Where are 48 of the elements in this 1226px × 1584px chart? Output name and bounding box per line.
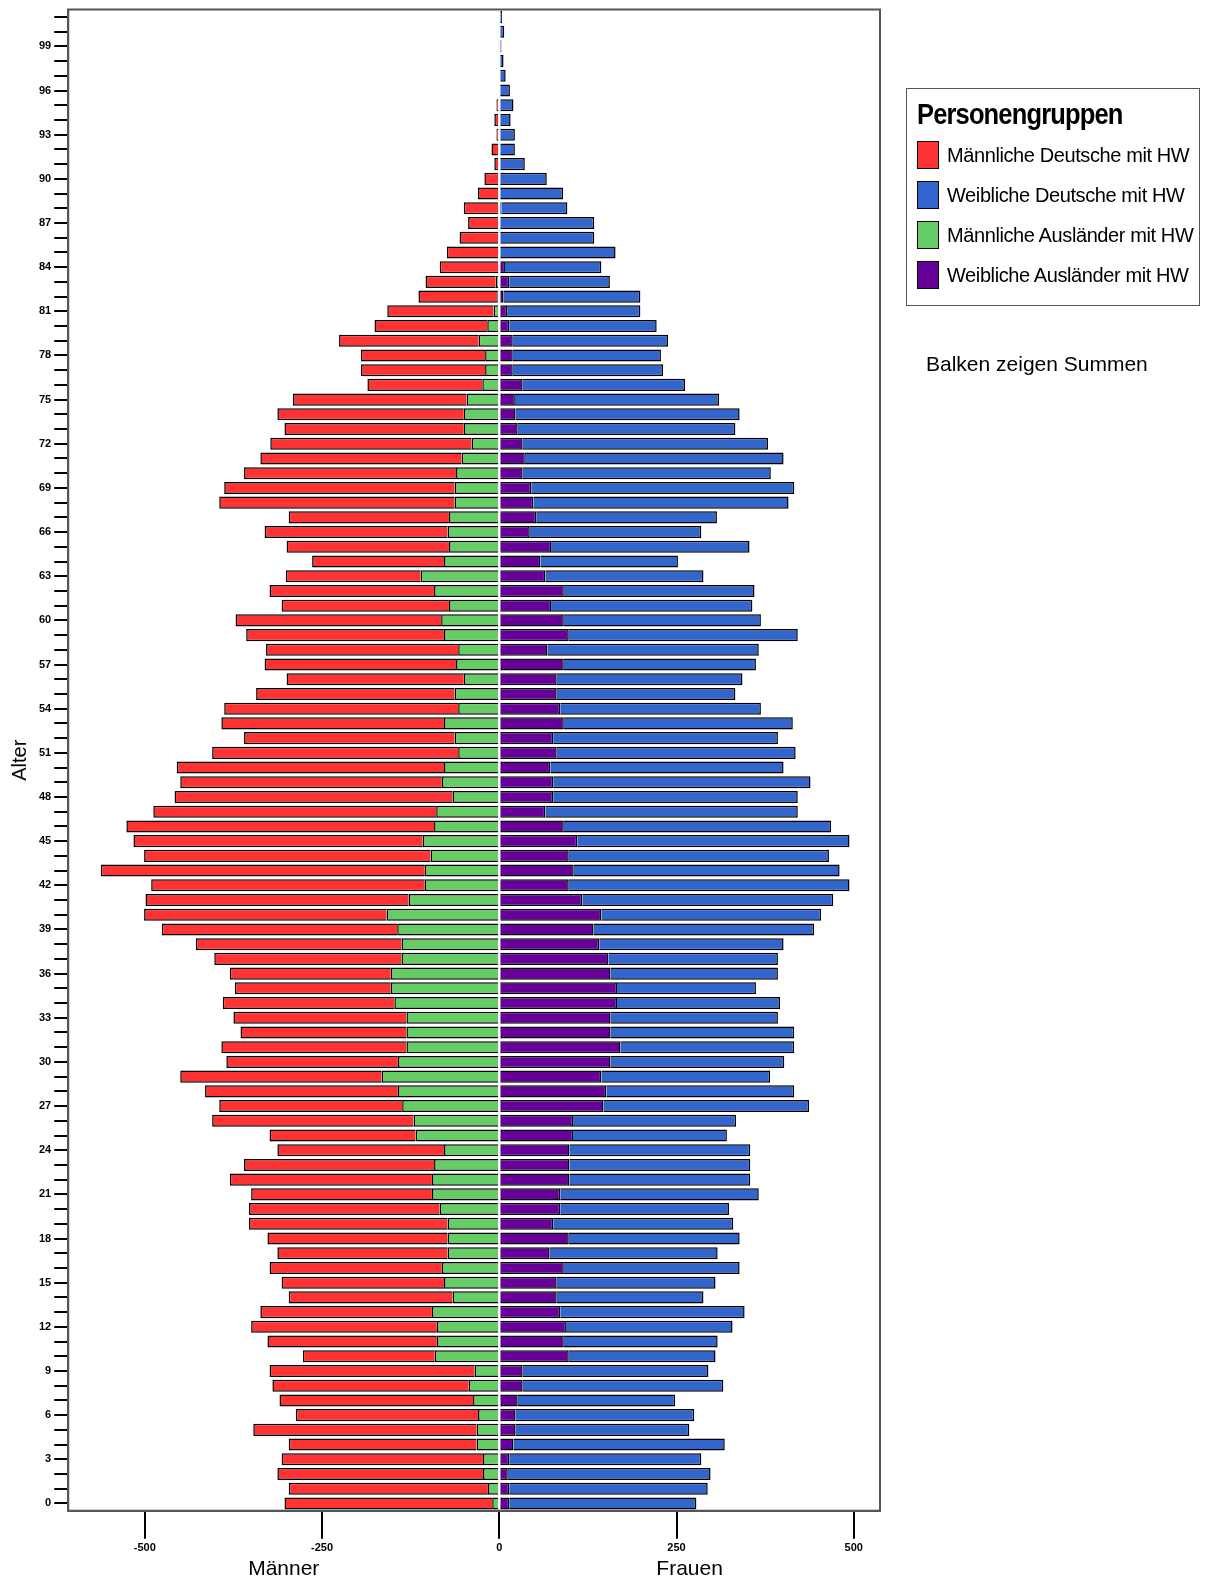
y-tick-label: 33: [38, 1010, 52, 1023]
y-tick-label: 96: [38, 83, 52, 96]
legend-title: Personengruppen: [917, 97, 1124, 131]
y-tick-label: 54: [38, 701, 53, 714]
y-tick-label: 0: [45, 1496, 52, 1509]
y-tick-label: 63: [38, 569, 52, 582]
y-tick-label: 75: [38, 392, 52, 405]
y-tick-label: 93: [38, 127, 52, 140]
y-tick-label: 69: [38, 480, 52, 493]
y-tick-label: 99: [38, 39, 52, 52]
y-tick-label: 21: [38, 1187, 52, 1200]
x-tick-label: -250: [311, 1541, 334, 1554]
y-tick-label: 90: [38, 171, 52, 184]
y-tick-label: 57: [38, 657, 52, 670]
y-tick-label: 39: [38, 922, 52, 935]
y-tick-label: 27: [38, 1099, 52, 1112]
y-tick-label: 87: [38, 216, 52, 229]
text: Männer: [248, 1556, 320, 1580]
y-tick-label: 3: [45, 1452, 52, 1465]
y-tick-label: 48: [38, 790, 52, 803]
legend-label: Männliche Deutsche mit HW: [947, 143, 1190, 167]
y-tick-label: 60: [38, 613, 52, 626]
x-tick-label: 250: [667, 1541, 686, 1554]
y-tick-label: 72: [38, 436, 52, 449]
y-tick-label: 18: [38, 1231, 52, 1244]
legend-label: Weibliche Ausländer mit HW: [947, 263, 1189, 287]
x-tick-label: 0: [496, 1541, 503, 1554]
text: Balken zeigen Summen: [926, 352, 1148, 376]
x-tick-label: -500: [133, 1541, 156, 1554]
y-tick-label: 6: [45, 1408, 52, 1421]
legend-label: Männliche Ausländer mit HW: [947, 223, 1194, 247]
y-tick-label: 24: [38, 1143, 53, 1156]
text: Frauen: [656, 1556, 723, 1580]
y-tick-label: 30: [38, 1054, 52, 1067]
x-tick-label: 500: [844, 1541, 863, 1554]
y-tick-label: 42: [38, 878, 52, 891]
y-tick-label: 51: [38, 745, 52, 758]
y-tick-label: 12: [38, 1319, 52, 1332]
y-tick-label: 15: [38, 1275, 52, 1288]
y-tick-label: 66: [38, 525, 52, 538]
y-tick-label: 36: [38, 966, 52, 979]
legend-label: Weibliche Deutsche mit HW: [947, 183, 1185, 207]
y-tick-label: 84: [38, 260, 53, 273]
y-tick-label: 81: [38, 304, 52, 317]
y-tick-label: 9: [45, 1364, 52, 1377]
y-axis-title: Alter: [7, 739, 30, 781]
y-tick-label: 45: [38, 834, 52, 847]
y-tick-label: 78: [38, 348, 52, 361]
